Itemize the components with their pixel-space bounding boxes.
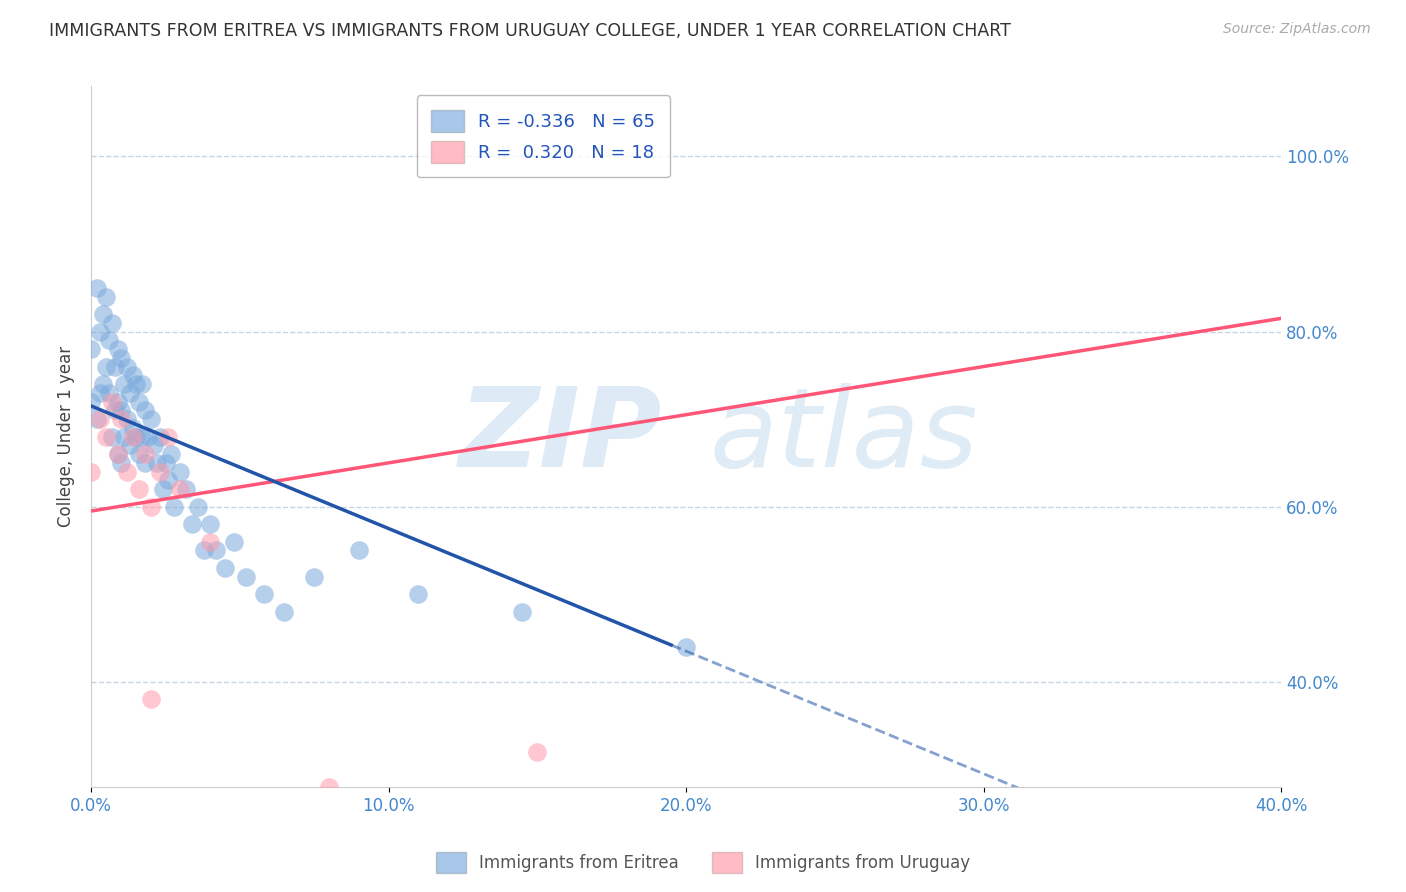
Point: [128, 482, 150, 496]
Point: [198, 534, 221, 549]
Point: [94, 289, 117, 303]
Point: [86, 412, 108, 426]
Legend: R = -0.336   N = 65, R =  0.320   N = 18: R = -0.336 N = 65, R = 0.320 N = 18: [416, 95, 669, 178]
Text: atlas: atlas: [710, 383, 979, 490]
Point: [98, 333, 121, 347]
Point: [512, 605, 534, 619]
Point: [94, 359, 117, 374]
Point: [80, 342, 103, 356]
Point: [675, 640, 697, 654]
Point: [181, 517, 204, 532]
Point: [134, 403, 156, 417]
Point: [198, 517, 221, 532]
Point: [128, 394, 150, 409]
Point: [101, 394, 124, 409]
Point: [408, 587, 430, 601]
Point: [169, 465, 191, 479]
Point: [107, 447, 129, 461]
Point: [98, 385, 121, 400]
Point: [136, 429, 159, 443]
Point: [115, 359, 138, 374]
Point: [160, 447, 183, 461]
Point: [302, 570, 325, 584]
Point: [115, 465, 138, 479]
Point: [112, 377, 135, 392]
Point: [163, 500, 186, 514]
Point: [193, 543, 215, 558]
Point: [139, 500, 162, 514]
Point: [110, 412, 132, 426]
Point: [121, 429, 143, 443]
Point: [121, 368, 143, 383]
Point: [148, 429, 170, 443]
Point: [273, 605, 295, 619]
Point: [80, 394, 103, 409]
Y-axis label: College, Under 1 year: College, Under 1 year: [58, 346, 75, 527]
Point: [169, 482, 191, 496]
Text: IMMIGRANTS FROM ERITREA VS IMMIGRANTS FROM URUGUAY COLLEGE, UNDER 1 YEAR CORRELA: IMMIGRANTS FROM ERITREA VS IMMIGRANTS FR…: [49, 22, 1011, 40]
Text: ZIP: ZIP: [458, 383, 662, 490]
Point: [526, 745, 548, 759]
Point: [131, 377, 153, 392]
Point: [107, 342, 129, 356]
Point: [152, 482, 174, 496]
Point: [347, 543, 370, 558]
Point: [214, 561, 236, 575]
Point: [89, 385, 111, 400]
Point: [94, 429, 117, 443]
Point: [107, 394, 129, 409]
Point: [91, 307, 114, 321]
Point: [125, 377, 148, 392]
Point: [148, 465, 170, 479]
Point: [107, 447, 129, 461]
Point: [101, 429, 124, 443]
Point: [253, 587, 276, 601]
Point: [91, 377, 114, 392]
Point: [205, 543, 228, 558]
Point: [157, 474, 180, 488]
Point: [318, 780, 340, 794]
Point: [187, 500, 209, 514]
Point: [115, 412, 138, 426]
Point: [80, 465, 103, 479]
Point: [86, 281, 108, 295]
Point: [145, 456, 167, 470]
Point: [128, 447, 150, 461]
Point: [104, 403, 127, 417]
Point: [89, 412, 111, 426]
Point: [235, 570, 257, 584]
Point: [155, 456, 177, 470]
Point: [142, 438, 165, 452]
Point: [118, 438, 141, 452]
Point: [176, 482, 198, 496]
Legend: Immigrants from Eritrea, Immigrants from Uruguay: Immigrants from Eritrea, Immigrants from…: [429, 846, 977, 880]
Point: [110, 351, 132, 365]
Point: [222, 534, 245, 549]
Point: [139, 692, 162, 706]
Point: [134, 447, 156, 461]
Point: [131, 429, 153, 443]
Point: [112, 429, 135, 443]
Point: [89, 325, 111, 339]
Point: [139, 412, 162, 426]
Point: [110, 403, 132, 417]
Point: [134, 456, 156, 470]
Point: [157, 429, 180, 443]
Text: Source: ZipAtlas.com: Source: ZipAtlas.com: [1223, 22, 1371, 37]
Point: [118, 385, 141, 400]
Point: [110, 456, 132, 470]
Point: [121, 421, 143, 435]
Point: [125, 429, 148, 443]
Point: [104, 359, 127, 374]
Point: [101, 316, 124, 330]
